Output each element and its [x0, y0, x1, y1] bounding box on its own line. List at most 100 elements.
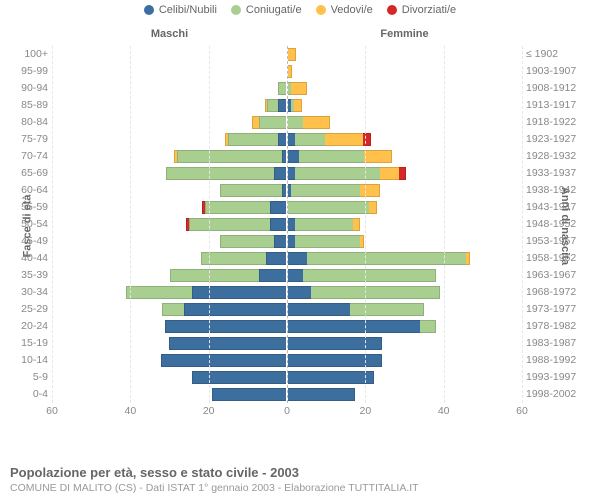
bar-rows	[52, 46, 522, 403]
age-row	[52, 80, 522, 97]
bar-segment	[161, 354, 286, 367]
bar-segment	[259, 116, 286, 129]
male-half	[52, 114, 287, 131]
age-label: 55-59	[6, 199, 48, 216]
bar-segment	[165, 320, 286, 333]
legend-swatch	[144, 5, 154, 15]
male-half	[52, 80, 287, 97]
gridline	[444, 46, 445, 403]
birth-year-label: 1918-1922	[526, 114, 592, 131]
gridline	[52, 46, 53, 403]
birth-year-label: 1953-1957	[526, 233, 592, 250]
legend: Celibi/NubiliConiugati/eVedovi/eDivorzia…	[0, 4, 600, 16]
bar-segment	[270, 218, 286, 231]
age-label: 75-79	[6, 131, 48, 148]
legend-swatch	[231, 5, 241, 15]
bar-segment	[266, 252, 286, 265]
age-row	[52, 301, 522, 318]
birth-year-label: 1998-2002	[526, 386, 592, 403]
bar-segment	[291, 184, 362, 197]
bar-segment	[288, 303, 351, 316]
age-row	[52, 284, 522, 301]
age-row	[52, 114, 522, 131]
age-row	[52, 46, 522, 63]
male-half	[52, 352, 287, 369]
age-row	[52, 335, 522, 352]
bar-segment	[162, 303, 186, 316]
chart-footer: Popolazione per età, sesso e stato civil…	[10, 465, 419, 494]
age-label: 45-49	[6, 233, 48, 250]
bar-segment	[360, 235, 364, 248]
female-half	[287, 335, 522, 352]
birth-year-label: 1903-1907	[526, 63, 592, 80]
age-row	[52, 216, 522, 233]
age-row	[52, 182, 522, 199]
female-half	[287, 182, 522, 199]
bar-segment	[353, 218, 361, 231]
bar-segment	[126, 286, 193, 299]
bar-segment	[399, 167, 407, 180]
bar-segment	[170, 269, 260, 282]
bar-segment	[205, 201, 272, 214]
gridline	[522, 46, 523, 403]
male-half	[52, 199, 287, 216]
female-half	[287, 352, 522, 369]
female-half	[287, 80, 522, 97]
age-row	[52, 386, 522, 403]
birth-year-label: 1988-1992	[526, 352, 592, 369]
age-label: 35-39	[6, 267, 48, 284]
bar-segment	[369, 201, 377, 214]
legend-item: Coniugati/e	[231, 4, 302, 16]
female-half	[287, 301, 522, 318]
bar-segment	[364, 150, 391, 163]
x-tick-label: 60	[46, 405, 58, 417]
birth-year-label: 1948-1952	[526, 216, 592, 233]
birth-year-label: 1968-1972	[526, 284, 592, 301]
bar-segment	[288, 252, 308, 265]
bar-segment	[189, 218, 271, 231]
bar-segment	[278, 82, 286, 95]
birth-year-label: 1933-1937	[526, 165, 592, 182]
male-half	[52, 267, 287, 284]
female-half	[287, 233, 522, 250]
bar-segment	[466, 252, 470, 265]
female-half	[287, 284, 522, 301]
age-row	[52, 352, 522, 369]
x-tick-label: 40	[438, 405, 450, 417]
age-row	[52, 63, 522, 80]
male-half	[52, 335, 287, 352]
age-label: 0-4	[6, 386, 48, 403]
bar-segment	[295, 235, 362, 248]
bar-segment	[228, 133, 279, 146]
male-half	[52, 369, 287, 386]
birth-year-label: 1943-1947	[526, 199, 592, 216]
male-half	[52, 301, 287, 318]
birth-year-label: 1923-1927	[526, 131, 592, 148]
bar-segment	[288, 337, 382, 350]
birth-year-label: 1978-1982	[526, 318, 592, 335]
age-label: 10-14	[6, 352, 48, 369]
bar-segment	[294, 99, 302, 112]
bar-segment	[288, 388, 355, 401]
bar-segment	[270, 201, 286, 214]
bar-segment	[295, 167, 381, 180]
female-half	[287, 318, 522, 335]
age-label: 95-99	[6, 63, 48, 80]
plot-area: Maschi Femmine 6040200204060	[52, 24, 522, 429]
age-label: 80-84	[6, 114, 48, 131]
bar-segment	[288, 48, 296, 61]
bar-segment	[278, 133, 286, 146]
age-label: 85-89	[6, 97, 48, 114]
bar-segment	[212, 388, 286, 401]
bar-segment	[303, 269, 436, 282]
bar-segment	[169, 337, 287, 350]
bar-segment	[220, 184, 283, 197]
age-label: 50-54	[6, 216, 48, 233]
bar-segment	[380, 167, 400, 180]
male-half	[52, 165, 287, 182]
bar-segment	[288, 320, 421, 333]
age-row	[52, 131, 522, 148]
birth-year-label: 1958-1962	[526, 250, 592, 267]
age-row	[52, 233, 522, 250]
age-label: 90-94	[6, 80, 48, 97]
